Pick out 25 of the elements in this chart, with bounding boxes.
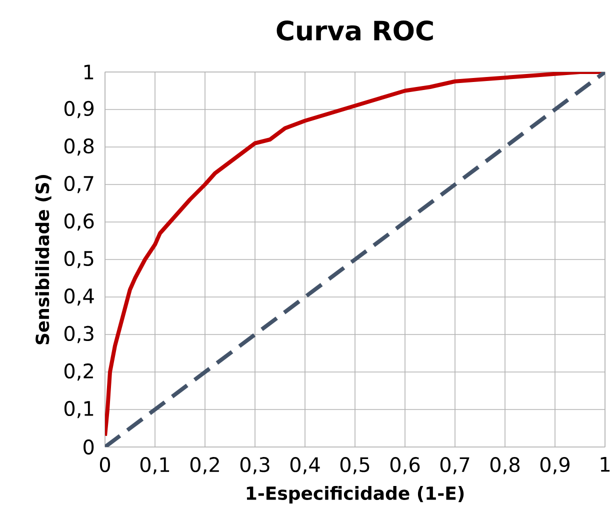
y-tick-label: 0,1 — [64, 400, 94, 418]
x-tick-label: 0 — [100, 457, 110, 472]
x-tick-label: 0,9 — [540, 457, 570, 474]
chart-title: Curva ROC — [276, 20, 433, 41]
x-tick-label: 0,7 — [440, 457, 470, 474]
x-tick-label: 0,1 — [140, 457, 170, 474]
y-tick-label: 0,4 — [64, 288, 94, 306]
y-tick-label: 0,3 — [64, 326, 94, 344]
y-tick-label: 0,6 — [64, 213, 94, 231]
y-axis-title: Sensibilidade (S) — [35, 174, 52, 344]
x-axis-title: 1-Especificidade (1-E) — [246, 486, 464, 504]
x-tick-label: 0,6 — [390, 457, 420, 474]
y-tick-label: 1 — [84, 64, 94, 80]
y-tick-label: 0 — [84, 439, 94, 455]
y-tick-label: 0,8 — [64, 138, 94, 156]
x-tick-label: 0,4 — [290, 457, 320, 474]
y-tick-label: 0,2 — [64, 363, 93, 381]
x-tick-label: 0,5 — [340, 457, 370, 474]
y-tick-label: 0,9 — [64, 100, 94, 118]
x-tick-label: 0,3 — [240, 457, 270, 474]
x-tick-label: 1 — [600, 457, 610, 472]
y-tick-label: 0,5 — [64, 250, 94, 268]
y-tick-label: 0,7 — [64, 176, 94, 194]
x-tick-label: 0,8 — [490, 457, 520, 474]
x-tick-label: 0,2 — [190, 457, 219, 474]
